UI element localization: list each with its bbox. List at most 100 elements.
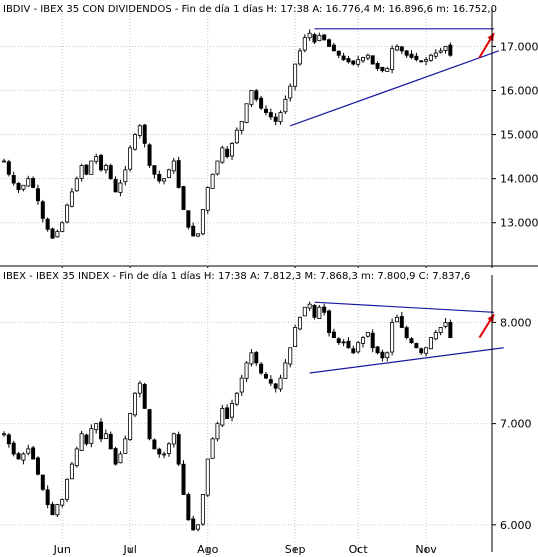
candle-body-down: [259, 363, 264, 374]
candle: [55, 503, 60, 518]
candle-body-up: [128, 147, 133, 170]
candle-body-down: [336, 338, 341, 344]
candle: [307, 29, 312, 41]
x-tick-label: Jul: [122, 543, 136, 556]
candle: [443, 318, 448, 329]
candle: [438, 47, 443, 54]
candle-body-up: [137, 382, 142, 394]
candle: [103, 163, 108, 174]
candle: [263, 371, 268, 380]
candle: [404, 325, 409, 340]
candle-body-up: [162, 178, 167, 182]
candle: [404, 49, 409, 58]
candle: [317, 304, 322, 319]
candle-body-down: [331, 331, 336, 339]
candle-body-down: [108, 165, 113, 180]
candle: [361, 56, 366, 63]
candle: [74, 176, 79, 192]
candle-body-up: [288, 347, 293, 365]
candle-body-up: [356, 59, 361, 65]
candle: [375, 61, 380, 71]
candle-body-down: [409, 53, 414, 58]
candle: [254, 350, 259, 366]
candle-body-up: [424, 347, 429, 354]
candle: [2, 431, 7, 437]
candle-body-up: [283, 362, 288, 379]
candle-body-down: [147, 144, 152, 166]
candle: [142, 382, 147, 409]
candle-body-up: [89, 160, 94, 175]
candle-body-up: [74, 178, 79, 192]
candle-body-up: [60, 222, 65, 232]
candle-body-down: [225, 407, 230, 419]
candle-body-down: [414, 55, 419, 61]
candle-body-up: [239, 377, 244, 393]
candle-body-down: [341, 341, 346, 344]
candle: [307, 301, 312, 311]
candle-body-down: [50, 503, 55, 516]
candle-body-up: [385, 68, 390, 72]
candle-body-up: [69, 191, 74, 207]
candle: [69, 187, 74, 208]
candle-body-down: [6, 434, 11, 445]
candle-body-down: [152, 165, 157, 175]
candle-body-up: [2, 433, 7, 436]
candle-body-up: [288, 85, 293, 99]
candle: [424, 57, 429, 66]
candle: [123, 165, 128, 186]
candle: [361, 336, 366, 348]
candle: [6, 159, 11, 177]
candle-body-down: [113, 448, 118, 465]
candle-body-up: [424, 59, 429, 62]
candle: [312, 32, 317, 45]
candle: [2, 158, 7, 163]
candle-body-down: [186, 494, 191, 521]
x-tick-label: Ago: [197, 543, 219, 556]
candle-body-up: [166, 443, 171, 454]
candle: [55, 229, 60, 238]
candle-body-up: [428, 337, 433, 350]
panel-ibdiv-title: IBDIV - IBEX 35 CON DIVIDENDOS - Fin de …: [3, 3, 497, 15]
candle-body-up: [89, 428, 94, 444]
candle-body-down: [6, 161, 11, 175]
candle: [293, 324, 298, 348]
candle: [394, 44, 399, 52]
candle-body-up: [118, 453, 123, 464]
y-tick-label: 6.000: [500, 519, 532, 532]
candle-body-up: [239, 120, 244, 131]
candle-body-down: [99, 154, 104, 171]
candle-body-up: [74, 448, 79, 467]
candle-body-up: [356, 342, 361, 353]
candle: [152, 165, 157, 179]
candle: [225, 145, 230, 159]
candle: [346, 55, 351, 64]
candle: [157, 447, 162, 458]
candle: [99, 153, 104, 172]
candle-body-up: [21, 453, 26, 461]
candle-body-down: [99, 421, 104, 440]
candle-body-down: [351, 60, 356, 65]
candle-body-down: [108, 433, 113, 450]
x-axis: Jun Jul Ago Sep Oct Nov: [53, 543, 438, 556]
candle: [186, 210, 191, 230]
candle-body-up: [65, 204, 70, 223]
candle: [419, 347, 424, 356]
candle: [89, 424, 94, 448]
candle: [152, 438, 157, 450]
y-tick-label: 14.000: [500, 173, 538, 186]
candle-body-up: [171, 160, 176, 172]
candle-body-up: [234, 129, 239, 144]
candle: [433, 49, 438, 59]
candle: [31, 445, 36, 460]
candle-body-up: [79, 433, 84, 451]
candle-body-down: [84, 164, 89, 175]
candle-body-up: [171, 433, 176, 445]
candle-body-down: [50, 228, 55, 239]
candle-body-up: [196, 233, 201, 237]
candle: [438, 327, 443, 336]
candle: [322, 34, 327, 41]
candle-body-up: [60, 499, 65, 506]
candle: [21, 452, 26, 465]
candle: [94, 153, 99, 165]
